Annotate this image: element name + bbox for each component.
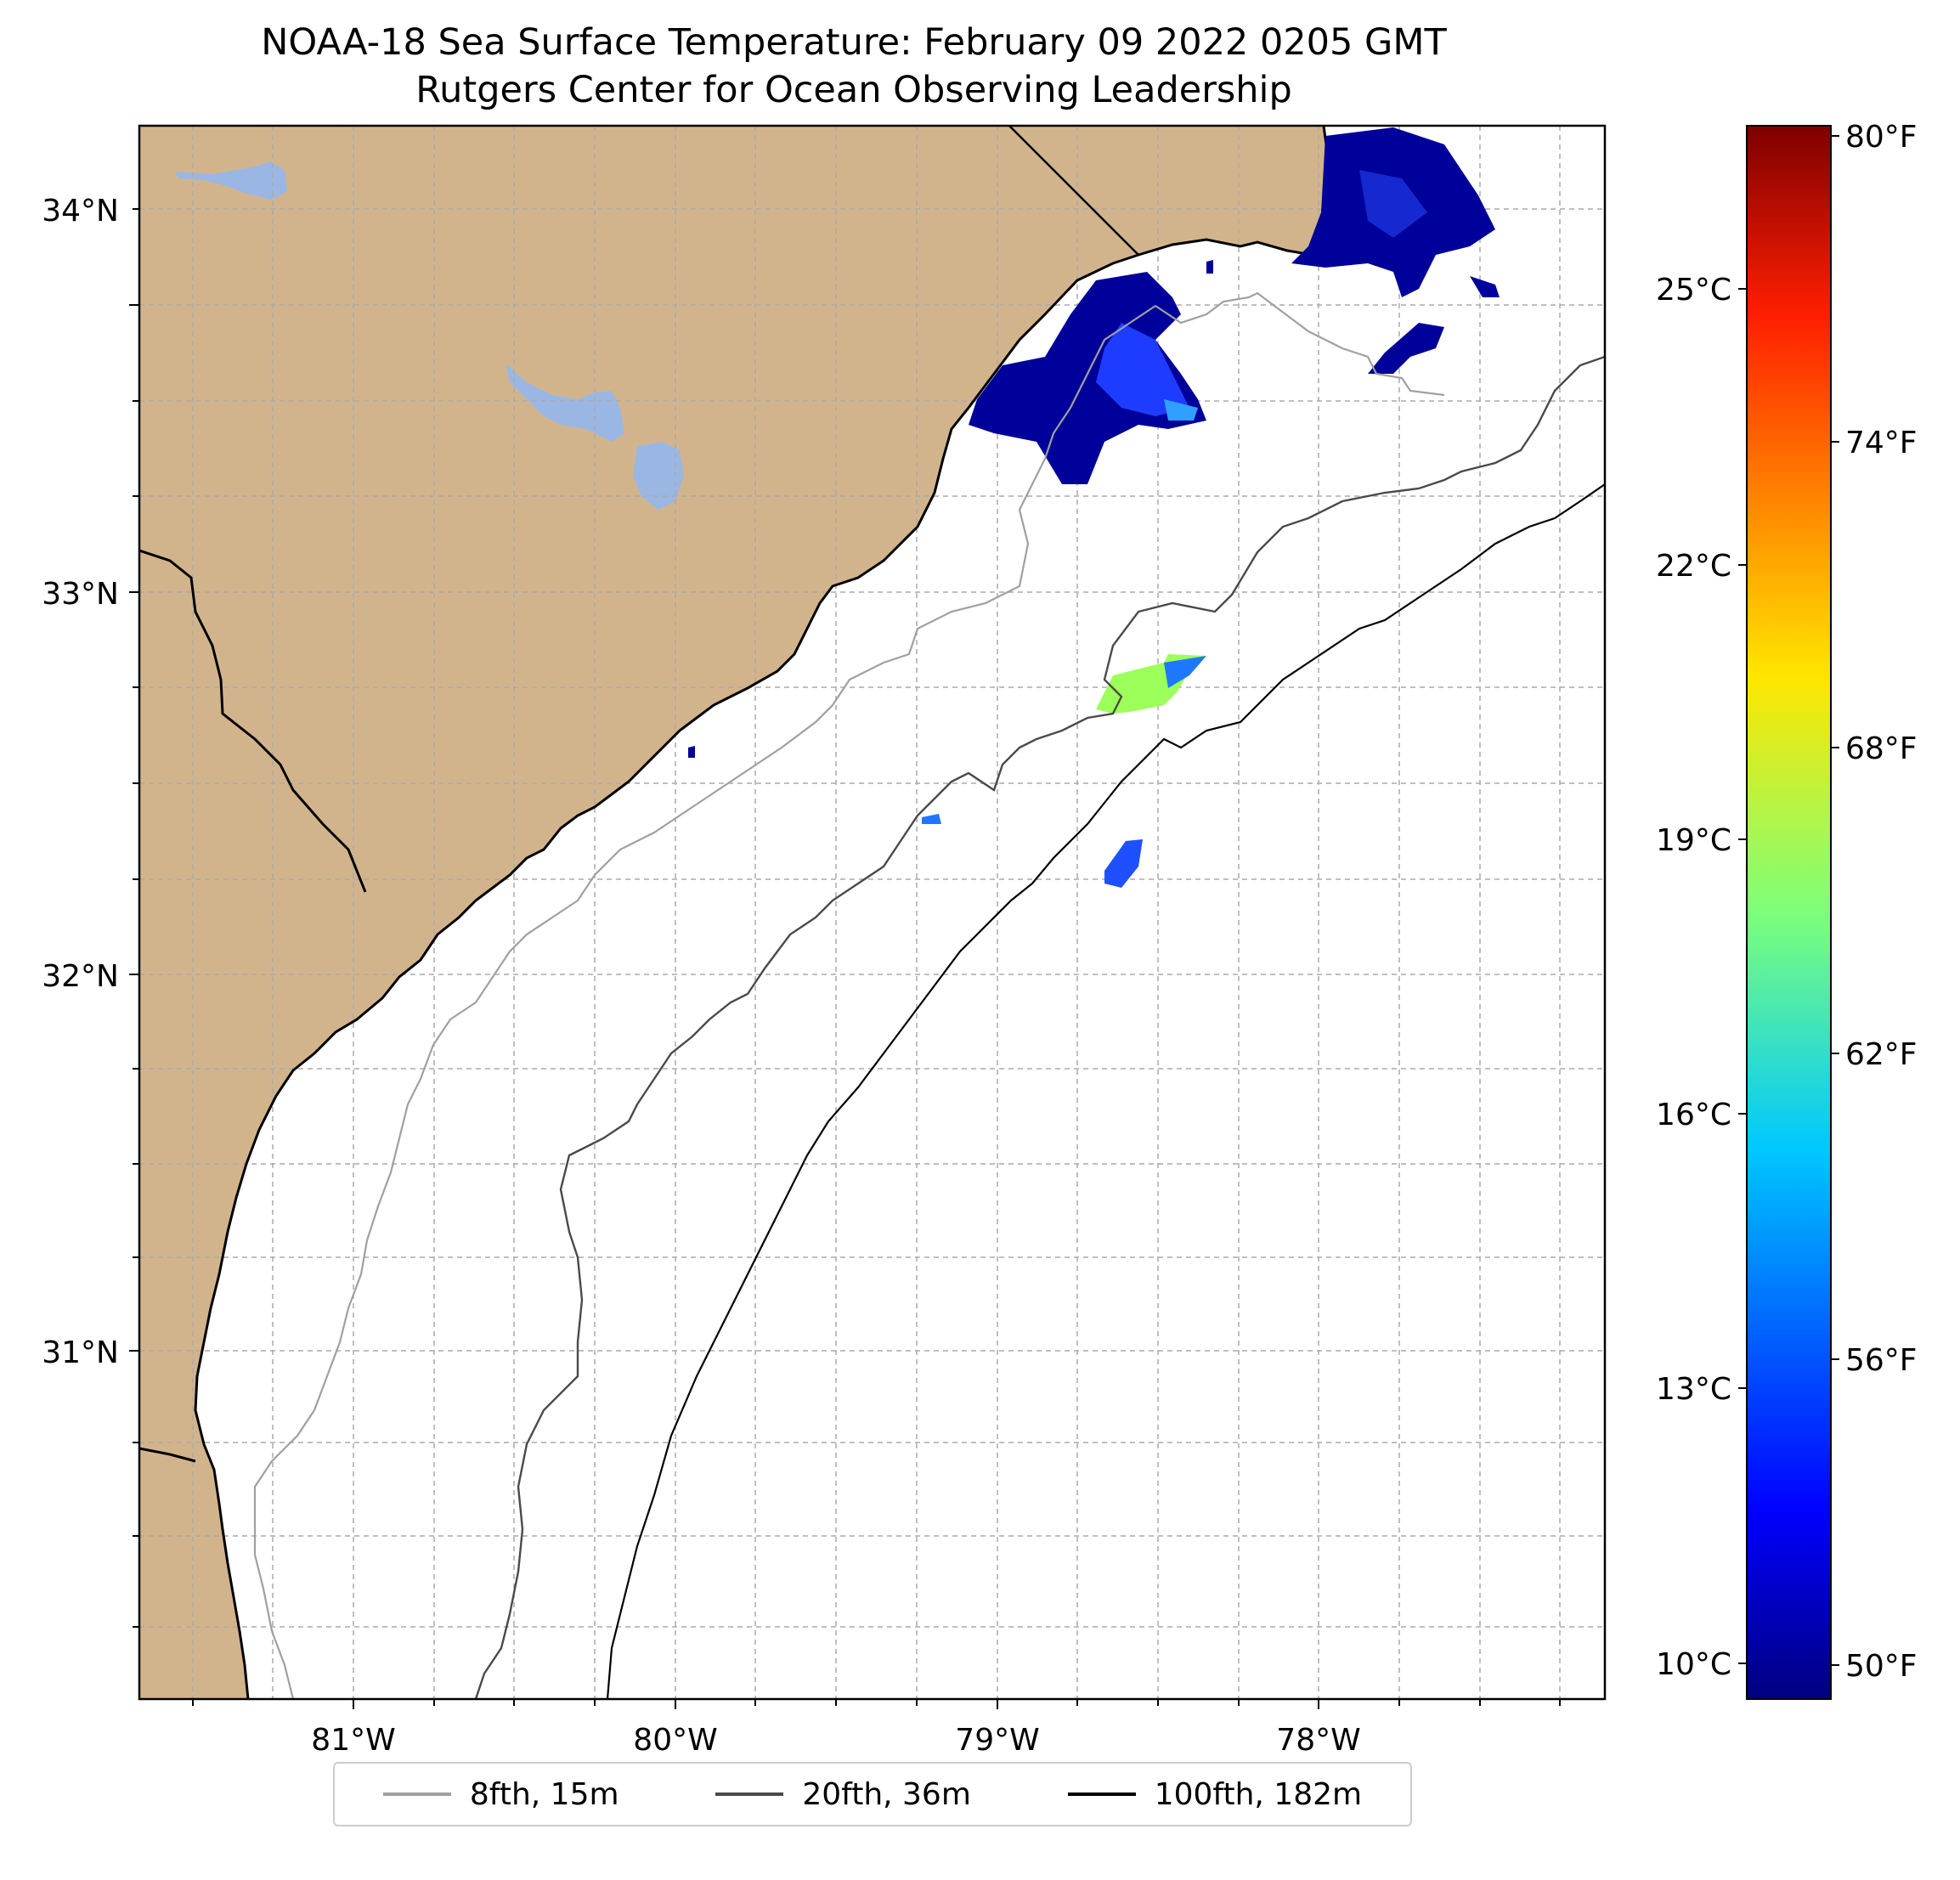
lon-label-79w: 79°W <box>955 1723 1039 1758</box>
map-frame <box>138 124 1607 1701</box>
colorbar-label-25c: 25°C <box>1656 273 1731 308</box>
colorbar-label-62f: 62°F <box>1845 1037 1918 1072</box>
lat-label-32n: 32°N <box>42 959 119 994</box>
coastline <box>194 126 1331 1699</box>
lon-label-81w: 81°W <box>311 1723 395 1758</box>
lake-marion <box>175 161 287 200</box>
colorbar-label-56f: 56°F <box>1845 1343 1918 1378</box>
legend-item-20fth: 20fth, 36m <box>715 1777 971 1812</box>
legend-item-8fth: 8fth, 15m <box>382 1776 619 1812</box>
legend-swatch-100fth <box>1067 1792 1136 1796</box>
lat-label-33n: 33°N <box>42 577 119 612</box>
legend-swatch-20fth <box>715 1792 784 1796</box>
sst-data <box>688 127 1500 888</box>
lake-reservoir <box>633 442 684 510</box>
lat-label-31n: 31°N <box>42 1335 119 1370</box>
title-line-2: Rutgers Center for Ocean Observing Leade… <box>415 69 1292 111</box>
isobath-182m <box>606 483 1605 1699</box>
isobath-legend: 8fth, 15m 20fth, 36m 100fth, 182m <box>333 1762 1412 1826</box>
colorbar-label-16c: 16°C <box>1656 1098 1731 1132</box>
lake-moultrie <box>506 364 624 442</box>
lat-label-34n: 34°N <box>42 194 119 229</box>
colorbar-label-10c: 10°C <box>1656 1647 1731 1682</box>
legend-label-20fth: 20fth, 36m <box>802 1776 971 1812</box>
colorbar-label-74f: 74°F <box>1845 426 1918 460</box>
lon-label-78w: 78°W <box>1276 1723 1360 1758</box>
chart-title: NOAA-18 Sea Surface Temperature: Februar… <box>0 19 1708 114</box>
title-line-1: NOAA-18 Sea Surface Temperature: Februar… <box>261 21 1447 64</box>
state-border <box>1008 126 1139 256</box>
isobath-36m <box>474 355 1605 1699</box>
colorbar-label-22c: 22°C <box>1656 549 1731 584</box>
colorbar-label-80f: 80°F <box>1845 120 1918 155</box>
legend-label-8fth: 8fth, 15m <box>469 1776 619 1812</box>
state-border-ga-fl <box>139 1447 196 1463</box>
lon-label-80w: 80°W <box>633 1723 717 1758</box>
legend-swatch-8fth <box>382 1792 451 1796</box>
colorbar <box>1746 125 1832 1700</box>
colorbar-label-19c: 19°C <box>1656 823 1731 858</box>
land-mass <box>139 126 1330 1699</box>
legend-item-100fth: 100fth, 182m <box>1067 1776 1363 1812</box>
colorbar-label-50f: 50°F <box>1845 1649 1918 1684</box>
isobath-15m <box>253 291 1445 1699</box>
river-border <box>139 549 367 893</box>
axis-ticks <box>129 208 1561 1709</box>
colorbar-label-68f: 68°F <box>1845 731 1918 766</box>
colorbar-ticks <box>1738 135 1839 1666</box>
legend-label-100fth: 100fth, 182m <box>1154 1776 1363 1812</box>
map-area <box>139 126 1605 1699</box>
colorbar-label-13c: 13°C <box>1656 1372 1731 1407</box>
